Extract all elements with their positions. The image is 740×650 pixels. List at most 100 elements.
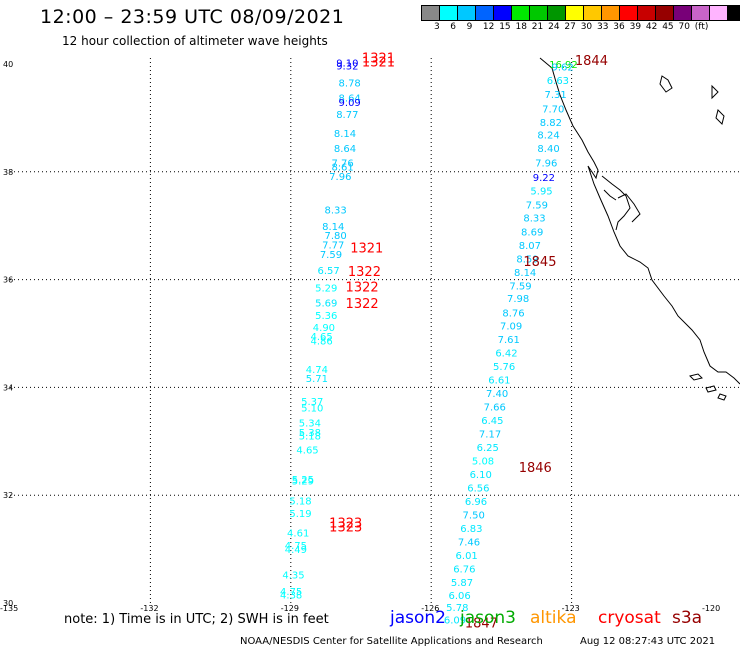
scale-label: 42 xyxy=(645,22,658,32)
pass-time-label: 1321 xyxy=(362,56,395,71)
pass-time-label: 1844 xyxy=(575,54,608,69)
wave-height-value: 8.78 xyxy=(339,79,361,90)
wave-height-value: 7.98 xyxy=(507,294,529,305)
latitude-label: 40 xyxy=(3,60,13,69)
pass-time-label: 1321 xyxy=(362,51,395,66)
wave-height-value: 6.45 xyxy=(481,416,503,427)
wave-height-value: 7.09 xyxy=(500,322,522,333)
wave-height-value: 7.17 xyxy=(479,430,501,441)
wave-height-value: 5.37 xyxy=(301,397,323,408)
wave-height-value: 8.82 xyxy=(540,118,562,129)
wave-height-value: 8.64 xyxy=(339,94,361,105)
wave-height-value: 8.14 xyxy=(334,129,356,140)
wave-height-value: 7.96 xyxy=(535,158,557,169)
satellite-legend-s3a: s3a xyxy=(672,608,703,628)
graticule xyxy=(10,58,740,603)
wave-height-value: 5.08 xyxy=(472,456,494,467)
wave-height-value: 6.61 xyxy=(488,376,510,387)
longitude-label: -120 xyxy=(702,604,720,613)
wave-height-value: 4.75 xyxy=(285,541,307,552)
inland-lake-2 xyxy=(711,84,719,100)
wave-height-value: 5.38 xyxy=(299,428,321,439)
wave-height-value: 7.70 xyxy=(542,105,564,116)
wave-height-value: 7.59 xyxy=(509,281,531,292)
scale-swatch xyxy=(727,5,740,21)
satellite-legend-cryosat: cryosat xyxy=(598,608,661,628)
scale-label: 12 xyxy=(482,22,495,32)
longitude-label: -123 xyxy=(562,604,580,613)
scale-label: 15 xyxy=(499,22,511,32)
scale-label: 24 xyxy=(548,22,560,32)
wave-height-value: 8.14 xyxy=(322,222,344,233)
axis-tick-labels: 40 38 36 34 32 30-135 -132 -129 -126 -123 -120 xyxy=(0,60,720,613)
wave-height-value: 6.63 xyxy=(547,76,569,87)
wave-height-value: 16.92 xyxy=(549,60,578,71)
san-francisco-bay xyxy=(601,175,641,231)
wave-height-value: 8.76 xyxy=(502,308,524,319)
wave-height-value: 8.07 xyxy=(519,241,541,252)
wave-height-value: 4.74 xyxy=(306,365,328,376)
inland-lake-1 xyxy=(659,75,673,93)
wave-height-value: 8.14 xyxy=(514,268,536,279)
wave-height-value: 5.95 xyxy=(530,186,552,197)
wave-height-value: 4.35 xyxy=(282,571,304,582)
wave-height-value: 5.25 xyxy=(292,475,314,486)
pass-time-label: 1323 xyxy=(329,517,362,532)
scale-label: 33 xyxy=(597,22,609,32)
pass-time-label: 1322 xyxy=(346,297,379,312)
scale-label: 45 xyxy=(662,22,674,32)
latitude-label: 30 xyxy=(3,599,13,608)
color-scale xyxy=(421,5,740,21)
wave-height-value: 6.09 xyxy=(444,615,466,626)
wave-height-value: 5.87 xyxy=(451,578,473,589)
wave-height-value: 8.40 xyxy=(537,144,559,155)
wave-height-value: 9.10 xyxy=(336,59,358,70)
pass-time-label: 1846 xyxy=(519,461,552,476)
latitude-label: 34 xyxy=(3,383,13,392)
wave-height-value: 8.33 xyxy=(523,213,545,224)
satellite-legend-jason3: jason3 xyxy=(460,608,516,628)
wave-height-value: 4.61 xyxy=(287,529,309,540)
wave-height-value: 4.38 xyxy=(280,591,302,602)
latitude-label: 32 xyxy=(3,491,13,500)
channel-island-3 xyxy=(717,393,727,401)
wave-height-value: 7.66 xyxy=(484,403,506,414)
wave-height-value: 4.65 xyxy=(296,446,318,457)
pass-time-label: 1322 xyxy=(346,280,379,295)
wave-height-value: 8.77 xyxy=(336,110,358,121)
california-coastline xyxy=(539,57,740,385)
scale-label: 36 xyxy=(613,22,625,32)
wave-height-value: 7.96 xyxy=(329,172,351,183)
wave-height-value: 6.57 xyxy=(317,266,339,277)
longitude-label: -129 xyxy=(281,604,299,613)
wave-height-value: 7.59 xyxy=(320,250,342,261)
wave-height-value: 7.61 xyxy=(498,335,520,346)
wave-height-value: 7.80 xyxy=(324,231,346,242)
wave-height-value: 7.40 xyxy=(486,389,508,400)
wave-height-value: 6.42 xyxy=(495,349,517,360)
scale-label: 6 xyxy=(450,22,457,32)
satellite-legend-altika: altika xyxy=(530,608,577,628)
wave-height-value: 6.25 xyxy=(477,443,499,454)
wave-height-value: 5.29 xyxy=(292,476,314,487)
wave-height-value: 6.96 xyxy=(465,497,487,508)
wave-height-value: 4.75 xyxy=(280,587,302,598)
wave-height-value: 9.32 xyxy=(336,61,358,72)
wave-height-value: 8.33 xyxy=(324,205,346,216)
wave-height-value: 7.59 xyxy=(526,200,548,211)
wave-height-value: 5.19 xyxy=(289,509,311,520)
wave-height-value: 8.64 xyxy=(334,144,356,155)
units-note: note: 1) Time is in UTC; 2) SWH is in fe… xyxy=(64,612,329,627)
wave-height-value: 6.56 xyxy=(467,483,489,494)
map-subtitle: 12 hour collection of altimeter wave hei… xyxy=(62,34,328,48)
wave-height-value: 8.59 xyxy=(516,254,538,265)
scale-label: 9 xyxy=(466,22,473,32)
wave-height-value: 5.18 xyxy=(289,496,311,507)
wave-height-value: 7.77 xyxy=(322,240,344,251)
scale-label: 21 xyxy=(531,22,544,32)
wave-height-value: 9.22 xyxy=(533,173,555,184)
longitude-label: -132 xyxy=(140,604,158,613)
wave-height-value: 5.71 xyxy=(306,374,328,385)
generation-timestamp: Aug 12 08:27:43 UTC 2021 xyxy=(580,636,716,647)
